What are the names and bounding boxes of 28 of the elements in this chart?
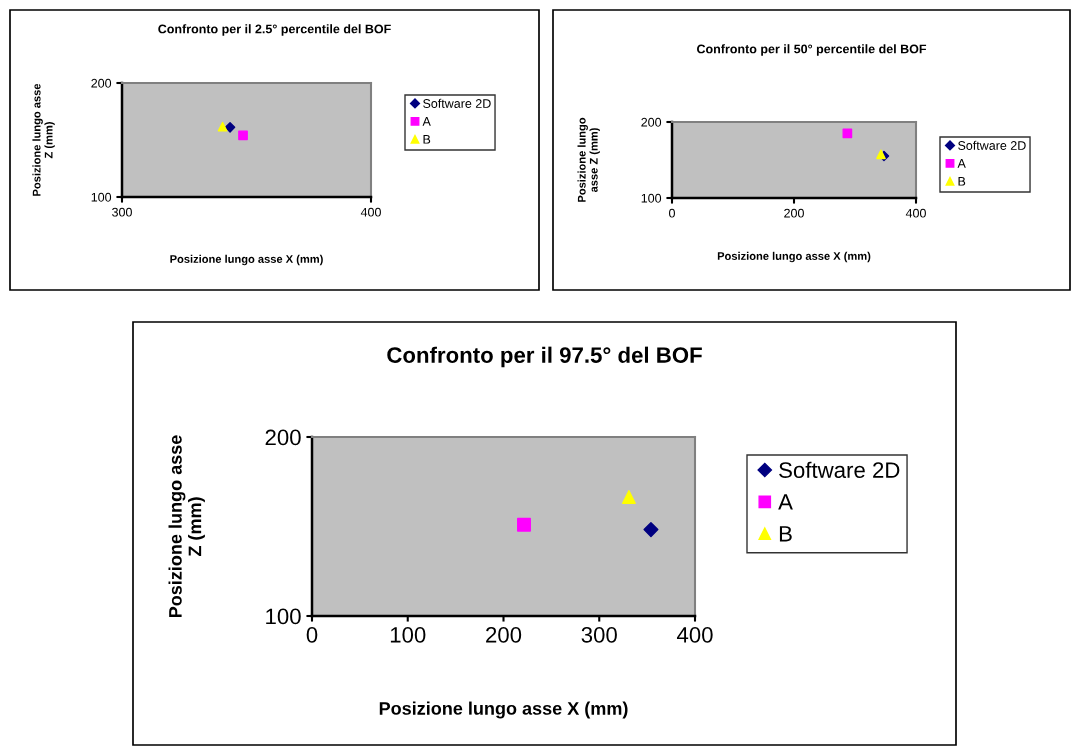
- legend-label: A: [422, 117, 431, 126]
- y-axis-title: Posizione lungo asse Z (mm): [577, 117, 600, 202]
- legend-label: Software 2D: [958, 140, 1026, 150]
- x-tick-label: 300: [112, 207, 132, 217]
- x-tick-label: 400: [360, 207, 381, 217]
- x-tick-label: 400: [676, 627, 713, 643]
- x-tick-label: 200: [784, 208, 804, 218]
- x-tick-label: 300: [581, 627, 617, 643]
- chart-title: Confronto per il 97.5° del BOF: [387, 346, 702, 368]
- legend-label: B: [423, 135, 431, 144]
- x-axis-title: Posizione lungo asse X (mm): [717, 251, 871, 263]
- y-axis-title: Posizione lungo asse Z (mm): [168, 435, 205, 618]
- x-axis-title: Posizione lungo asse X (mm): [379, 701, 628, 719]
- chart-title: Confronto per il 50° percentile del BOF: [697, 44, 927, 56]
- x-tick-label: 400: [905, 208, 926, 218]
- legend-label: B: [779, 526, 792, 542]
- x-tick-label: 0: [306, 627, 318, 643]
- x-tick-label: 200: [486, 627, 522, 643]
- y-axis-title: Posizione lungo asse Z (mm): [32, 83, 55, 196]
- x-axis-title: Posizione lungo asse X (mm): [170, 254, 323, 266]
- legend-label: A: [957, 159, 966, 168]
- x-tick-label: 0: [669, 208, 675, 218]
- legend-label: Software 2D: [423, 98, 491, 108]
- x-tick-label: 100: [390, 627, 426, 643]
- legend-label: B: [958, 177, 966, 186]
- legend-label: Software 2D: [779, 461, 900, 478]
- legend-label: A: [778, 494, 793, 510]
- chart-title: Confronto per il 2.5° percentile del BOF: [158, 24, 391, 36]
